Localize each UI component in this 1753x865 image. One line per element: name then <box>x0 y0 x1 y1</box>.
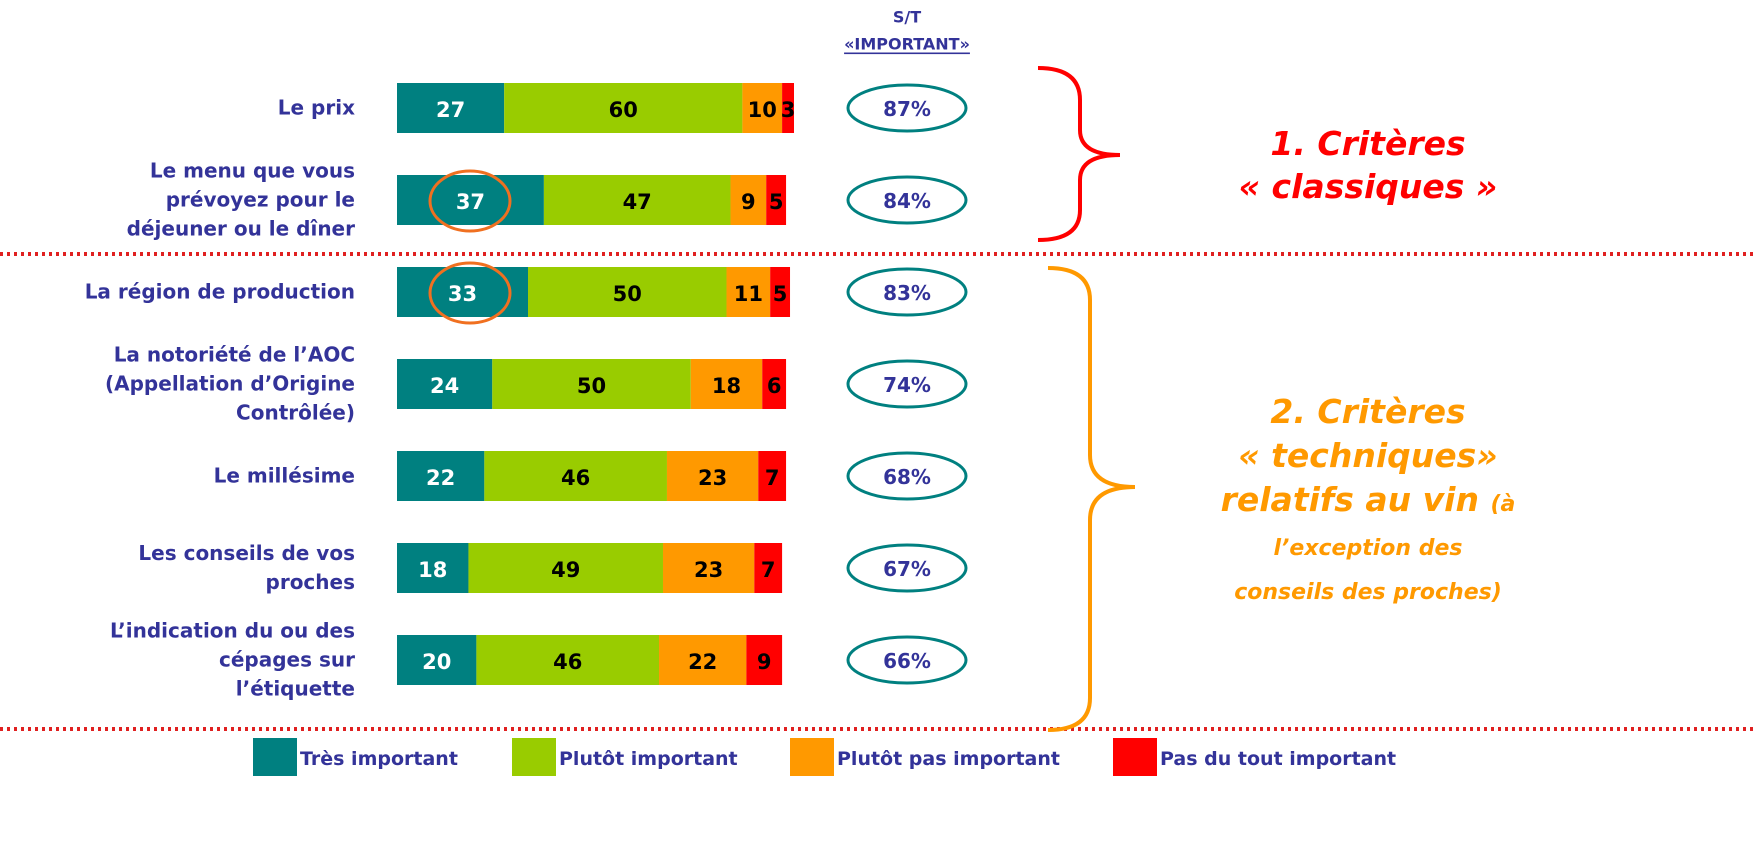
data-label: 22 <box>688 650 717 674</box>
data-label: 37 <box>456 190 485 214</box>
data-label: 24 <box>430 374 459 398</box>
data-label: 46 <box>561 466 590 490</box>
bar-segment <box>690 359 763 409</box>
st-label: 87% <box>883 97 931 121</box>
group2-note: (à l’exception des conseils des proches) <box>1234 492 1516 605</box>
legend-label: Plutôt pas important <box>837 748 1060 770</box>
highlight-circle <box>428 169 512 233</box>
data-label: 11 <box>734 282 763 306</box>
data-label: 3 <box>781 98 796 122</box>
data-label: 5 <box>769 190 784 214</box>
bracket <box>1037 66 1121 242</box>
data-label: 5 <box>773 282 788 306</box>
st-label: 67% <box>883 557 931 581</box>
bar-segment <box>397 175 544 225</box>
data-label: 22 <box>426 466 455 490</box>
category-label: L’indication du ou des cépages sur l’éti… <box>110 618 355 701</box>
bar-segment <box>770 267 791 317</box>
st-subtitle: «IMPORTANT» <box>844 35 970 54</box>
st-ellipse <box>846 83 968 133</box>
bar-segment <box>782 83 794 133</box>
st-ellipse <box>846 451 968 501</box>
bar-segment <box>742 83 783 133</box>
st-label: 66% <box>883 649 931 673</box>
bar-segment <box>762 359 787 409</box>
st-title: S/T <box>893 8 921 27</box>
bar-segment <box>397 543 469 593</box>
legend-swatch <box>790 738 834 776</box>
data-label: 20 <box>422 650 451 674</box>
bracket <box>1047 266 1136 732</box>
bar-segment <box>746 635 783 685</box>
bar-segment <box>504 83 743 133</box>
st-ellipse <box>846 543 968 593</box>
legend-label: Plutôt important <box>559 748 738 770</box>
bar-segment <box>662 543 755 593</box>
category-label: Les conseils de vos proches <box>138 541 355 594</box>
bars: 27 60 10 3 87%37 47 9 5 84%33 50 11 5 83%24 50 18 6 74%2… <box>397 83 968 685</box>
category-label: Le menu que vous prévoyez pour le déjeun… <box>126 158 355 241</box>
bar-segment <box>484 451 667 501</box>
category-label: La notoriété de l’AOC (Appellation d’Ori… <box>105 342 355 425</box>
bar-segment <box>758 451 787 501</box>
data-label: 18 <box>418 558 447 582</box>
data-label: 9 <box>757 650 772 674</box>
group2-annotation: 2. Critères « techniques» relatifs au vi… <box>1168 390 1568 610</box>
st-label: 74% <box>883 373 931 397</box>
legend-swatch <box>1113 738 1157 776</box>
legend-swatch <box>512 738 556 776</box>
st-label: 83% <box>883 281 931 305</box>
bar-segment <box>397 359 493 409</box>
bar-segment <box>397 83 505 133</box>
data-label: 6 <box>767 374 782 398</box>
data-label: 10 <box>748 98 777 122</box>
data-label: 49 <box>551 558 580 582</box>
bar-segment <box>766 175 787 225</box>
bar-segment <box>397 451 485 501</box>
data-label: 27 <box>436 98 465 122</box>
legend-label: Très important <box>300 748 458 770</box>
data-label: 7 <box>761 558 776 582</box>
highlight-circle <box>428 261 512 325</box>
bar-segment <box>528 267 727 317</box>
bar-segment <box>397 635 477 685</box>
bar-segment <box>492 359 691 409</box>
st-ellipse <box>846 175 968 225</box>
data-label: 18 <box>712 374 741 398</box>
bar-segment <box>543 175 731 225</box>
category-label: Le prix <box>277 95 355 120</box>
category-label: Le millésime <box>213 463 355 488</box>
st-ellipse <box>846 635 968 685</box>
st-ellipse <box>846 267 968 317</box>
bar-segment <box>659 635 747 685</box>
bar-segment <box>468 543 663 593</box>
data-label: 9 <box>741 190 756 214</box>
data-label: 23 <box>694 558 723 582</box>
legend-label: Pas du tout important <box>1160 748 1397 770</box>
group2-title: 2. Critères « techniques» relatifs au vi… <box>1220 392 1498 519</box>
data-label: 46 <box>553 650 582 674</box>
legend-swatch <box>253 738 297 776</box>
st-label: 68% <box>883 465 931 489</box>
group1-title: 1. Critères « classiques » <box>1238 124 1498 206</box>
data-label: 50 <box>577 374 606 398</box>
bar-segment <box>397 267 529 317</box>
bar-segment <box>726 267 771 317</box>
data-label: 33 <box>448 282 477 306</box>
bar-segment <box>754 543 783 593</box>
data-label: 23 <box>698 466 727 490</box>
data-label: 50 <box>613 282 642 306</box>
st-label: 84% <box>883 189 931 213</box>
bar-segment <box>666 451 759 501</box>
data-label: 60 <box>609 98 638 122</box>
bar-segment <box>730 175 767 225</box>
st-ellipse <box>846 359 968 409</box>
data-label: 47 <box>623 190 652 214</box>
data-label: 7 <box>765 466 780 490</box>
bar-segment <box>476 635 660 685</box>
category-label: La région de production <box>84 279 355 304</box>
